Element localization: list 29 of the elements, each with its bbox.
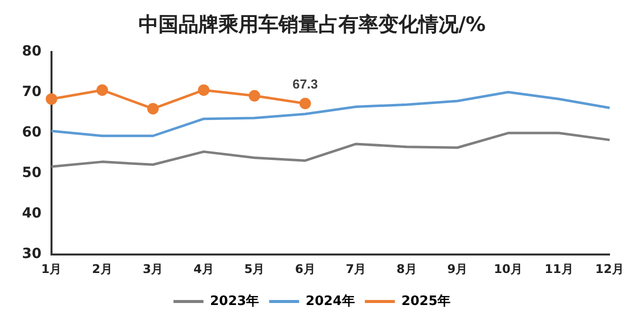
legend-label: 2024年 [306, 294, 355, 309]
point [46, 93, 58, 105]
x-tick-label: 9月 [447, 262, 468, 276]
y-tick-label: 80 [22, 44, 42, 60]
legend-label: 2023年 [210, 294, 260, 309]
x-tick-label: 10月 [494, 262, 523, 276]
y-tick-label: 40 [22, 206, 42, 222]
point [96, 84, 108, 96]
y-tick-label: 30 [22, 246, 42, 262]
data-label: 67.3 [292, 76, 318, 92]
point [299, 98, 311, 110]
point [198, 84, 210, 96]
chart-title: 中国品牌乘用车销量占有率变化情况/% [138, 12, 486, 36]
x-tick-label: 4月 [194, 262, 214, 276]
legend-label: 2025年 [401, 294, 451, 309]
y-tick-label: 60 [22, 124, 42, 141]
x-tick-label: 2月 [92, 262, 112, 276]
y-tick-label: 50 [22, 165, 42, 182]
x-tick-label: 3月 [142, 262, 164, 276]
x-tick-label: 1月 [41, 262, 62, 276]
x-tick-label: 7月 [346, 262, 366, 276]
x-tick-label: 5月 [244, 262, 265, 276]
x-tick-label: 11月 [544, 262, 574, 276]
x-tick-label: 12月 [595, 262, 624, 276]
y-tick-label: 70 [22, 84, 42, 100]
x-tick-label: 6月 [295, 262, 316, 276]
point [147, 102, 159, 114]
x-tick-label: 8月 [396, 262, 417, 276]
point [248, 90, 260, 102]
